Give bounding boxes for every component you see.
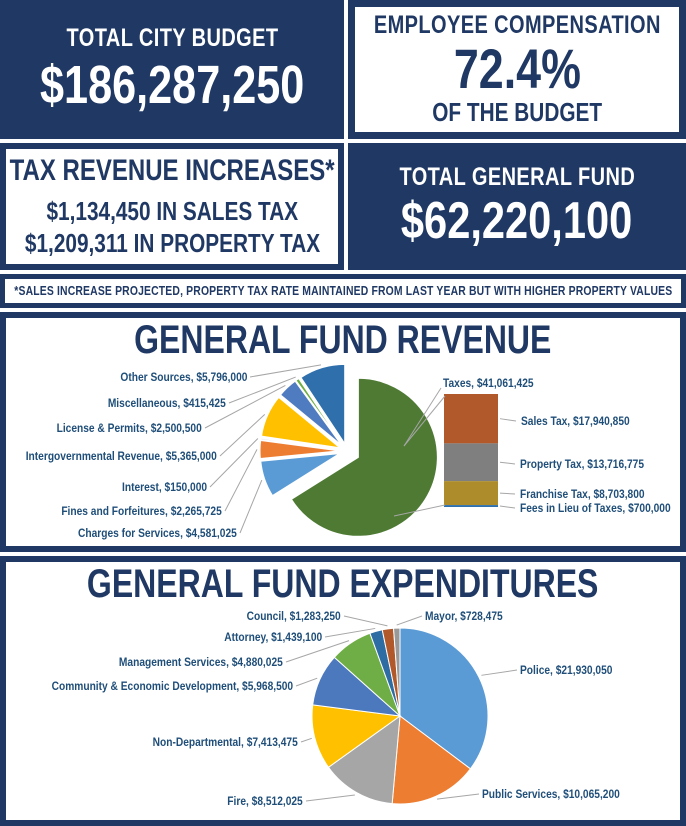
total-city-budget-title: TOTAL CITY BUDGET [66, 24, 278, 53]
general-fund-revenue-title: GENERAL FUND REVENUE [134, 318, 552, 362]
revenue-label-property-tax: Property Tax, $13,716,775 [520, 457, 644, 471]
revenue-label-license-permits: License & Permits, $2,500,500 [56, 421, 202, 435]
expenditures-label-non-departmental: Non-Departmental, $7,413,475 [152, 735, 298, 749]
employee-compensation-title: EMPLOYEE COMPENSATION [373, 11, 661, 40]
revenue-label-intergovernmental: Intergovernmental Revenue, $5,365,000 [25, 449, 217, 463]
expenditures-label-council: Council, $1,283,250 [246, 609, 341, 623]
expenditures-label-attorney: Attorney, $1,439,100 [224, 630, 322, 644]
employee-compensation-card: EMPLOYEE COMPENSATION 72.4% OF THE BUDGE… [348, 0, 686, 139]
employee-compensation-subtitle: OF THE BUDGET [432, 96, 602, 127]
total-general-fund-card: TOTAL GENERAL FUND $62,220,100 [348, 143, 686, 270]
expenditures-label-public-services: Public Services, $10,065,200 [482, 787, 620, 801]
footnote-strip: *SALES INCREASE PROJECTED, PROPERTY TAX … [0, 274, 686, 308]
revenue-label-fines-forfeitures: Fines and Forfeitures, $2,265,725 [61, 504, 222, 518]
property-tax-increase-line: $1,209,311 IN PROPERTY TAX [24, 228, 320, 258]
sales-tax-increase-line: $1,134,450 IN SALES TAX [46, 195, 298, 226]
expenditures-label-police: Police, $21,930,050 [520, 663, 613, 677]
employee-compensation-value: 72.4% [453, 36, 581, 100]
revenue-label-charges-services: Charges for Services, $4,581,025 [78, 526, 237, 540]
total-city-budget-card: TOTAL CITY BUDGET $186,287,250 [0, 0, 344, 139]
revenue-label-franchise-tax: Franchise Tax, $8,703,800 [520, 487, 645, 501]
tax-revenue-increases-title: TAX REVENUE INCREASES* [9, 153, 335, 187]
revenue-label-sales-tax: Sales Tax, $17,940,850 [521, 414, 630, 428]
expenditures-label-mayor: Mayor, $728,475 [425, 609, 503, 623]
total-general-fund-value: $62,220,100 [401, 192, 633, 251]
expenditures-label-management-services: Management Services, $4,880,025 [119, 655, 283, 669]
expenditures-label-fire: Fire, $8,512,025 [227, 794, 303, 808]
footnote-text: *SALES INCREASE PROJECTED, PROPERTY TAX … [13, 282, 673, 298]
tax-revenue-increases-card: TAX REVENUE INCREASES* $1,134,450 IN SAL… [0, 143, 344, 270]
general-fund-expenditures-title: GENERAL FUND EXPENDITURES [87, 562, 599, 606]
revenue-label-taxes: Taxes, $41,061,425 [443, 376, 534, 390]
total-city-budget-value: $186,287,250 [39, 54, 305, 115]
expenditures-label-community-economic-development: Community & Economic Development, $5,968… [51, 679, 293, 693]
revenue-label-other-sources: Other Sources, $5,796,000 [119, 370, 247, 384]
revenue-label-fees-in-lieu: Fees in Lieu of Taxes, $700,000 [520, 501, 671, 515]
total-general-fund-title: TOTAL GENERAL FUND [399, 162, 635, 191]
revenue-label-miscellaneous: Miscellaneous, $415,425 [108, 396, 226, 410]
revenue-label-interest: Interest, $150,000 [121, 480, 207, 494]
